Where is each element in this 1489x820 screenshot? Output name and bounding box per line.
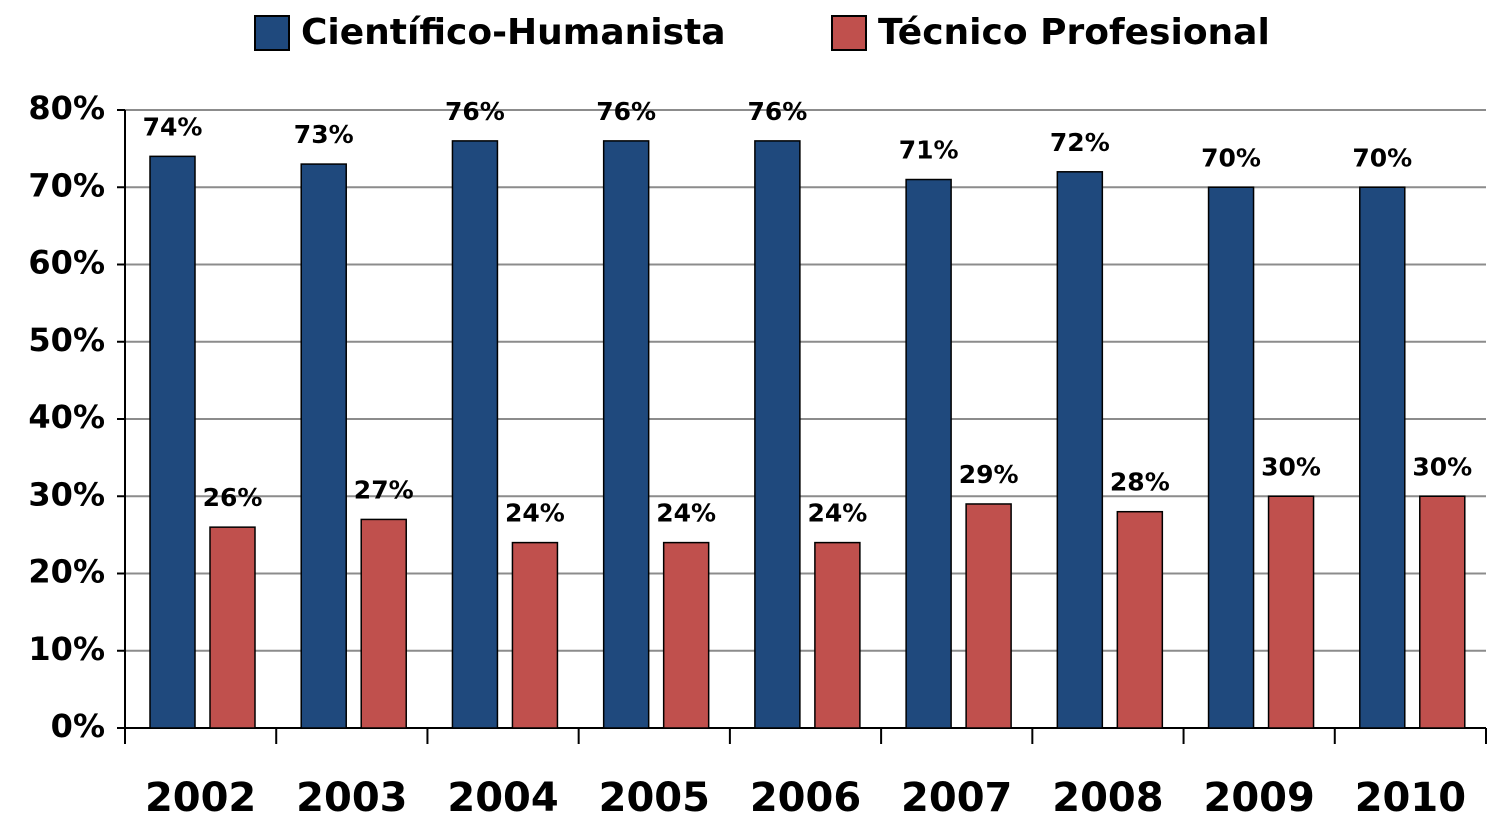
value-label: 30% [1412,452,1472,481]
legend-label: Científico-Humanista [301,12,726,53]
bar [965,503,1012,729]
bar [300,163,347,729]
y-tick-label: 0% [51,707,105,745]
value-label: 24% [656,499,716,528]
value-label: 76% [747,97,807,126]
value-label: 76% [445,97,505,126]
y-tick-label: 40% [28,398,105,436]
y-tick-label: 70% [28,166,105,204]
value-label: 29% [959,460,1019,489]
bar [511,541,559,729]
bar [814,541,861,729]
bar [1116,510,1164,729]
x-tick-label: 2010 [1355,775,1466,820]
value-label: 70% [1352,143,1412,172]
x-tick-label: 2002 [145,775,256,820]
value-label: 70% [1201,143,1261,172]
bar [662,541,710,729]
x-tick-label: 2009 [1204,775,1315,820]
value-label: 73% [294,120,354,149]
x-tick-label: 2007 [901,775,1012,820]
x-tick-label: 2008 [1052,775,1163,820]
bar [1056,171,1104,729]
bar [360,518,407,729]
value-label: 24% [505,499,565,528]
bar [754,140,801,729]
bar [905,178,952,729]
y-tick-label: 80% [28,89,105,127]
y-tick-label: 60% [28,244,105,282]
y-tick-label: 30% [28,475,105,513]
value-label: 28% [1110,468,1170,497]
x-tick-label: 2003 [296,775,407,820]
bar [602,140,650,729]
bar [1207,186,1255,729]
legend-label: Técnico Profesional [878,12,1270,53]
bar [1419,495,1466,729]
value-label: 26% [203,483,263,512]
value-label: 76% [596,97,656,126]
x-tick-label: 2004 [447,775,558,820]
value-label: 71% [899,136,959,165]
legend-swatch [254,15,290,51]
bar [149,155,196,729]
bar [209,526,256,729]
value-label: 74% [143,112,203,141]
y-tick-label: 10% [28,630,105,668]
x-tick-label: 2006 [750,775,861,820]
x-tick-label: 2005 [599,775,710,820]
value-label: 24% [807,499,867,528]
bar [1359,186,1406,729]
bar [1267,495,1315,729]
bar [451,140,499,729]
y-tick-label: 50% [28,321,105,359]
value-label: 27% [354,475,414,504]
legend-swatch [831,15,867,51]
value-label: 72% [1050,128,1110,157]
value-label: 30% [1261,452,1321,481]
y-tick-label: 20% [28,553,105,591]
